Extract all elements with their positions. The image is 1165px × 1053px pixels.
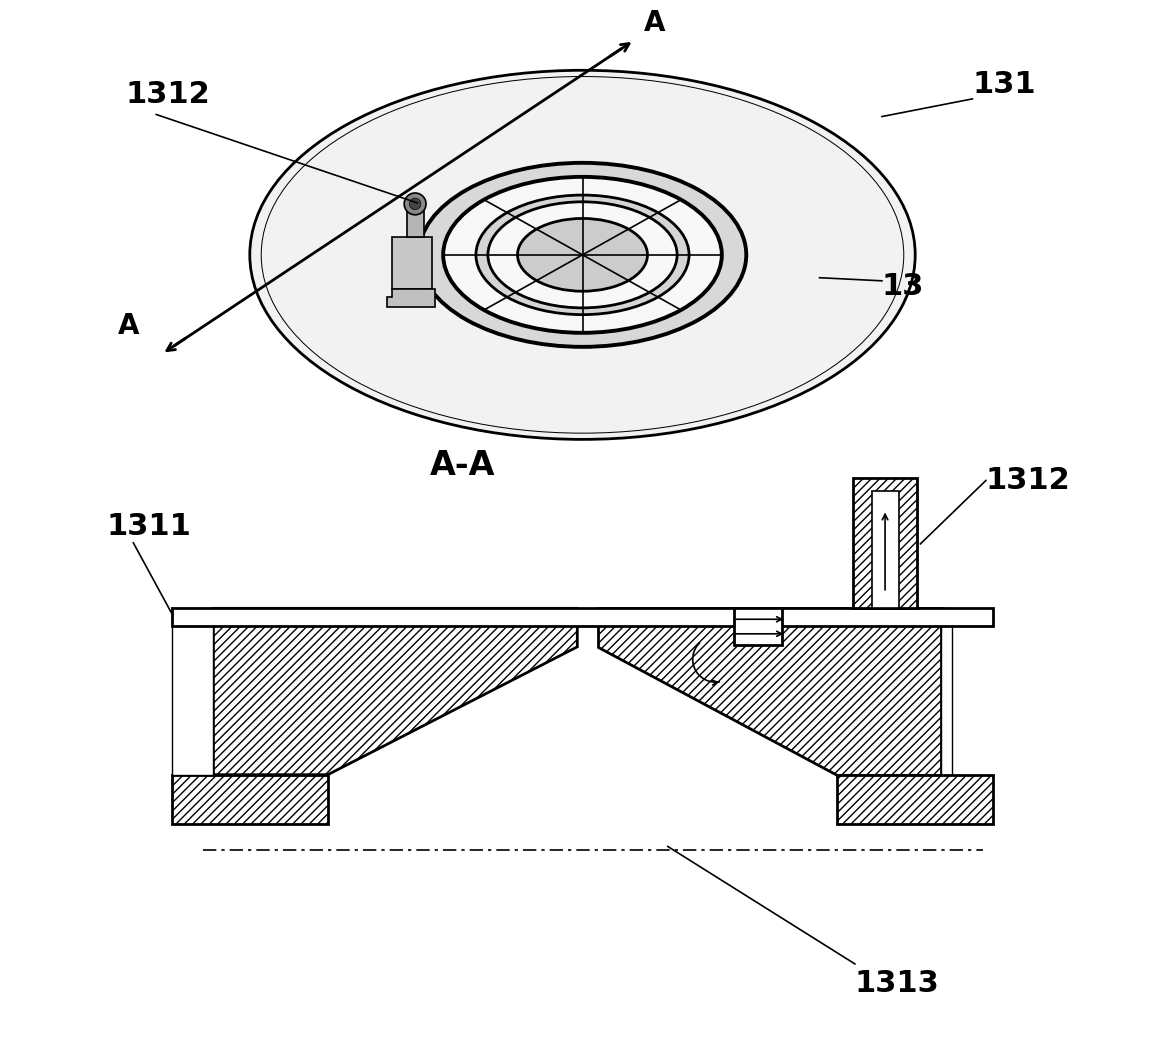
Text: 1312: 1312 (125, 80, 210, 110)
Text: 1312: 1312 (986, 466, 1071, 495)
Polygon shape (598, 609, 941, 775)
Polygon shape (871, 491, 898, 609)
Polygon shape (407, 212, 424, 237)
Ellipse shape (409, 198, 421, 210)
Polygon shape (393, 237, 432, 290)
Text: 1311: 1311 (106, 512, 191, 541)
Text: 131: 131 (973, 69, 1036, 99)
Text: 1313: 1313 (855, 969, 940, 998)
Text: A: A (644, 8, 665, 37)
Polygon shape (171, 609, 213, 775)
Ellipse shape (488, 202, 677, 307)
Polygon shape (387, 290, 435, 306)
Polygon shape (213, 609, 578, 775)
Ellipse shape (443, 177, 722, 333)
Text: A: A (118, 312, 140, 340)
Ellipse shape (476, 195, 689, 315)
Ellipse shape (517, 218, 648, 292)
Text: A-A: A-A (430, 450, 495, 482)
Polygon shape (734, 609, 782, 644)
Polygon shape (941, 609, 952, 775)
Polygon shape (171, 609, 994, 627)
Text: 13: 13 (882, 272, 924, 300)
Polygon shape (838, 775, 994, 823)
Ellipse shape (404, 193, 426, 215)
Polygon shape (853, 478, 917, 609)
Polygon shape (171, 775, 327, 823)
Ellipse shape (249, 71, 916, 439)
Ellipse shape (418, 163, 747, 346)
